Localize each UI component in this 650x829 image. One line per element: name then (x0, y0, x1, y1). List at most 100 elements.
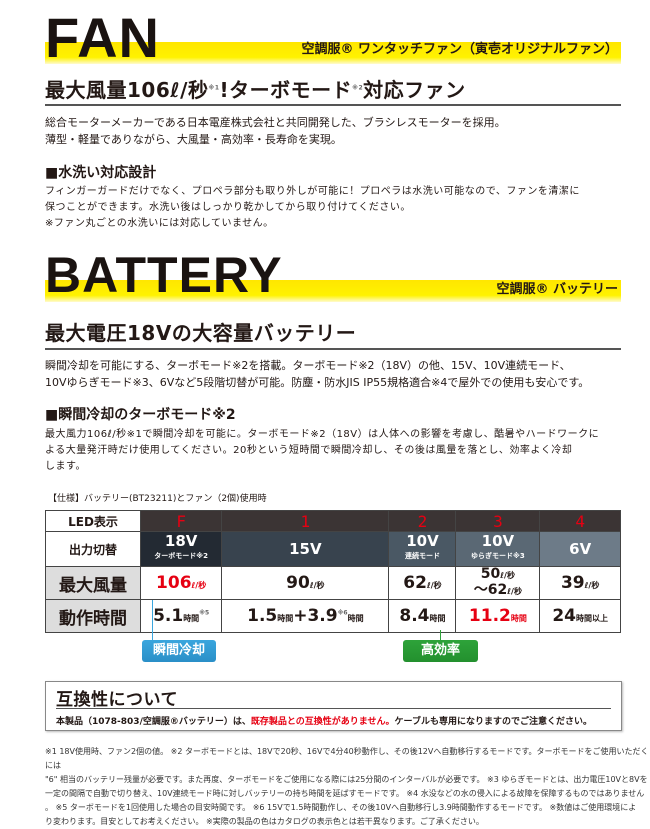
fan-title: FAN (45, 6, 160, 69)
text-line: 薄型・軽量でありながら、大風量・高効率・長寿命を実現。 (45, 133, 342, 146)
compatibility-box: 互換性について 本製品（1078-803/空調服®バッテリー）は、既存製品との互… (45, 681, 622, 731)
output-row: 出力切替 18V ターボモード※2 15V 10V 連続モード 10V ゆらぎモード※3 6V (45, 531, 621, 567)
footnote-ref: ※2 (352, 84, 364, 92)
output-cell: 15V (221, 531, 390, 567)
airflow-cell: 90ℓ/秒 (221, 566, 390, 600)
battery-yellow-band (45, 280, 621, 302)
unit: 時間 (510, 614, 527, 623)
footnote-line: り変わります。目安としてお考えください。 ※実際の製品の色はカタログの表示色とは… (45, 817, 484, 826)
row-label: LED表示 (45, 510, 141, 532)
text-line: 10Vゆらぎモード※3、6Vなど5段階切替が可能。防塵・防水JIS IP55規格… (45, 376, 590, 389)
voltage: 15V (289, 539, 322, 558)
airflow-cell: 39ℓ/秒 (539, 566, 621, 600)
unit: 時間 (429, 614, 446, 623)
value: 50 (480, 566, 501, 582)
value: 39 (560, 573, 585, 593)
value: 8.4 (399, 606, 430, 626)
text-part: ケーブルも専用になりますのでご注意ください。 (394, 717, 592, 727)
divider (56, 708, 611, 709)
text-line: 総合モーターメーカーである日本電産株式会社と共同開発した、ブラシレスモーターを採… (45, 116, 506, 129)
fan-yellow-band (45, 42, 621, 64)
heading-part: 対応ファン (363, 78, 466, 102)
led-cell: 2 (388, 510, 457, 532)
mode-note: ターボモード※2 (154, 552, 208, 560)
fan-heading: 最大風量106ℓ/秒※1!ターボモード※2対応ファン (45, 74, 466, 103)
fan-subtitle: 空調服® ワンタッチファン（寅壱オリジナルファン） (301, 42, 618, 57)
airflow-row: 最大風量 106ℓ/秒 90ℓ/秒 62ℓ/秒 50ℓ/秒 〜62ℓ/秒 39ℓ/秒 (45, 566, 621, 600)
airflow-cell: 50ℓ/秒 〜62ℓ/秒 (455, 566, 541, 600)
unit: ℓ/秒 (584, 581, 600, 590)
instant-cooling-tag: 瞬間冷却 (142, 640, 216, 662)
battery-heading: 最大電圧18Vの大容量バッテリー (45, 321, 357, 345)
value: 5.1 (153, 606, 184, 626)
runtime-row: 動作時間 5.1時間※5 1.5時間+3.9※6時間 8.4時間 11.2時間 24時間以… (45, 599, 621, 633)
voltage: 10V (481, 532, 515, 550)
heading-part: 最大風量106ℓ/秒 (45, 78, 209, 102)
footnote-line: ※1 18V使用時、ファン2個の値。 ※2 ターボモードとは、18Vで20秒、1… (45, 747, 649, 770)
text-part: 本製品（1078-803/空調服®バッテリー）は、 (56, 717, 251, 727)
unit: 時間 (347, 614, 364, 623)
value: 〜62 (473, 582, 508, 598)
battery-subtitle: 空調服® バッテリー (496, 282, 618, 297)
callout-line (152, 600, 153, 640)
value: 24 (552, 606, 576, 626)
high-efficiency-tag: 高効率 (403, 640, 478, 662)
unit: ℓ/秒 (309, 581, 325, 590)
range-line: 〜62ℓ/秒 (456, 583, 539, 599)
voltage: 6V (569, 539, 592, 558)
led-cell: F (139, 510, 223, 532)
output-cell: 18V ターボモード※2 (139, 531, 223, 567)
footnote-ref: ※6 (337, 609, 348, 617)
row-label: 動作時間 (45, 599, 141, 633)
footnote-line: 。 ※5 ターボモードを1回使用した場合の目安時間です。 ※6 15Vで1.5時… (45, 803, 637, 812)
warning-text: 既存製品との互換性がありません。 (250, 717, 395, 727)
value: 106 (156, 573, 192, 593)
text-line: 保つことができます。水洗い後はしっかり乾かしてから取り付けてください。 (45, 202, 411, 213)
unit: ℓ/秒 (191, 581, 207, 590)
runtime-cell: 11.2時間 (455, 599, 541, 633)
value: 90 (286, 573, 310, 593)
voltage: 18V (164, 532, 198, 550)
unit: ℓ/秒 (507, 587, 522, 596)
airflow-cell: 106ℓ/秒 (139, 566, 223, 600)
runtime-cell: 5.1時間※5 (139, 599, 223, 633)
footnote-line: "6" 相当のバッテリー残量が必要です。また再度、ターボモードをご使用になる際に… (45, 775, 648, 784)
footnote-ref: ※5 (199, 609, 210, 617)
compat-title: 互換性について (56, 690, 178, 710)
runtime-cell: 8.4時間 (388, 599, 457, 633)
output-cell: 6V (539, 531, 621, 567)
text-line: 最大風力106ℓ/秒※1で瞬間冷却を可能に。ターボモード※2（18V）は人体への… (45, 429, 600, 440)
unit: 時間 (183, 614, 200, 623)
value: +3.9 (293, 606, 338, 626)
runtime-cell: 24時間以上 (539, 599, 621, 633)
battery-description: 瞬間冷却を可能にする、ターボモード※2を搭載。ターボモード※2（18V）の他、1… (45, 357, 589, 391)
range-line: 50ℓ/秒 (456, 567, 539, 583)
divider (45, 104, 621, 106)
spec-caption: 【仕様】バッテリー(BT23211)とファン（2個)使用時 (48, 494, 267, 504)
text-line: します。 (45, 461, 86, 472)
footnote-line: 一定の間隔で自動で切り替え、10V連続モード時に対しバッテリーの持ち時間を延ばす… (45, 789, 645, 798)
compat-text: 本製品（1078-803/空調服®バッテリー）は、既存製品との互換性がありません… (56, 714, 592, 727)
row-label: 出力切替 (45, 531, 141, 567)
footnote-ref: ※1 (208, 84, 220, 92)
led-cell: 1 (221, 510, 390, 532)
value: 62 (403, 573, 427, 593)
value: 1.5 (247, 606, 278, 626)
turbo-heading: ■瞬間冷却のターボモード※2 (45, 407, 236, 423)
voltage: 10V (406, 532, 439, 550)
text-line: よる大量発汗時だけ使用してください。20秒という短時間で瞬間冷却し、その後は風量… (45, 445, 573, 456)
turbo-description: 最大風力106ℓ/秒※1で瞬間冷却を可能に。ターボモード※2（18V）は人体への… (45, 427, 599, 475)
unit: 時間 (277, 614, 294, 623)
text-line: フィンガーガードだけでなく、プロペラ部分も取り外しが可能に！プロペラは水洗い可能… (45, 186, 580, 197)
divider (45, 348, 621, 350)
unit: ℓ/秒 (426, 581, 442, 590)
text-line: 瞬間冷却を可能にする、ターボモード※2を搭載。ターボモード※2（18V）の他、1… (45, 359, 571, 372)
led-cell: 3 (455, 510, 541, 532)
wash-description: フィンガーガードだけでなく、プロペラ部分も取り外しが可能に！プロペラは水洗い可能… (45, 184, 580, 232)
heading-part: !ターボモード (219, 78, 353, 102)
text-line: ※ファン丸ごとの水洗いには対応していません。 (45, 218, 274, 229)
footnotes: ※1 18V使用時、ファン2個の値。 ※2 ターボモードとは、18Vで20秒、1… (45, 745, 650, 829)
callout-line (440, 630, 441, 640)
